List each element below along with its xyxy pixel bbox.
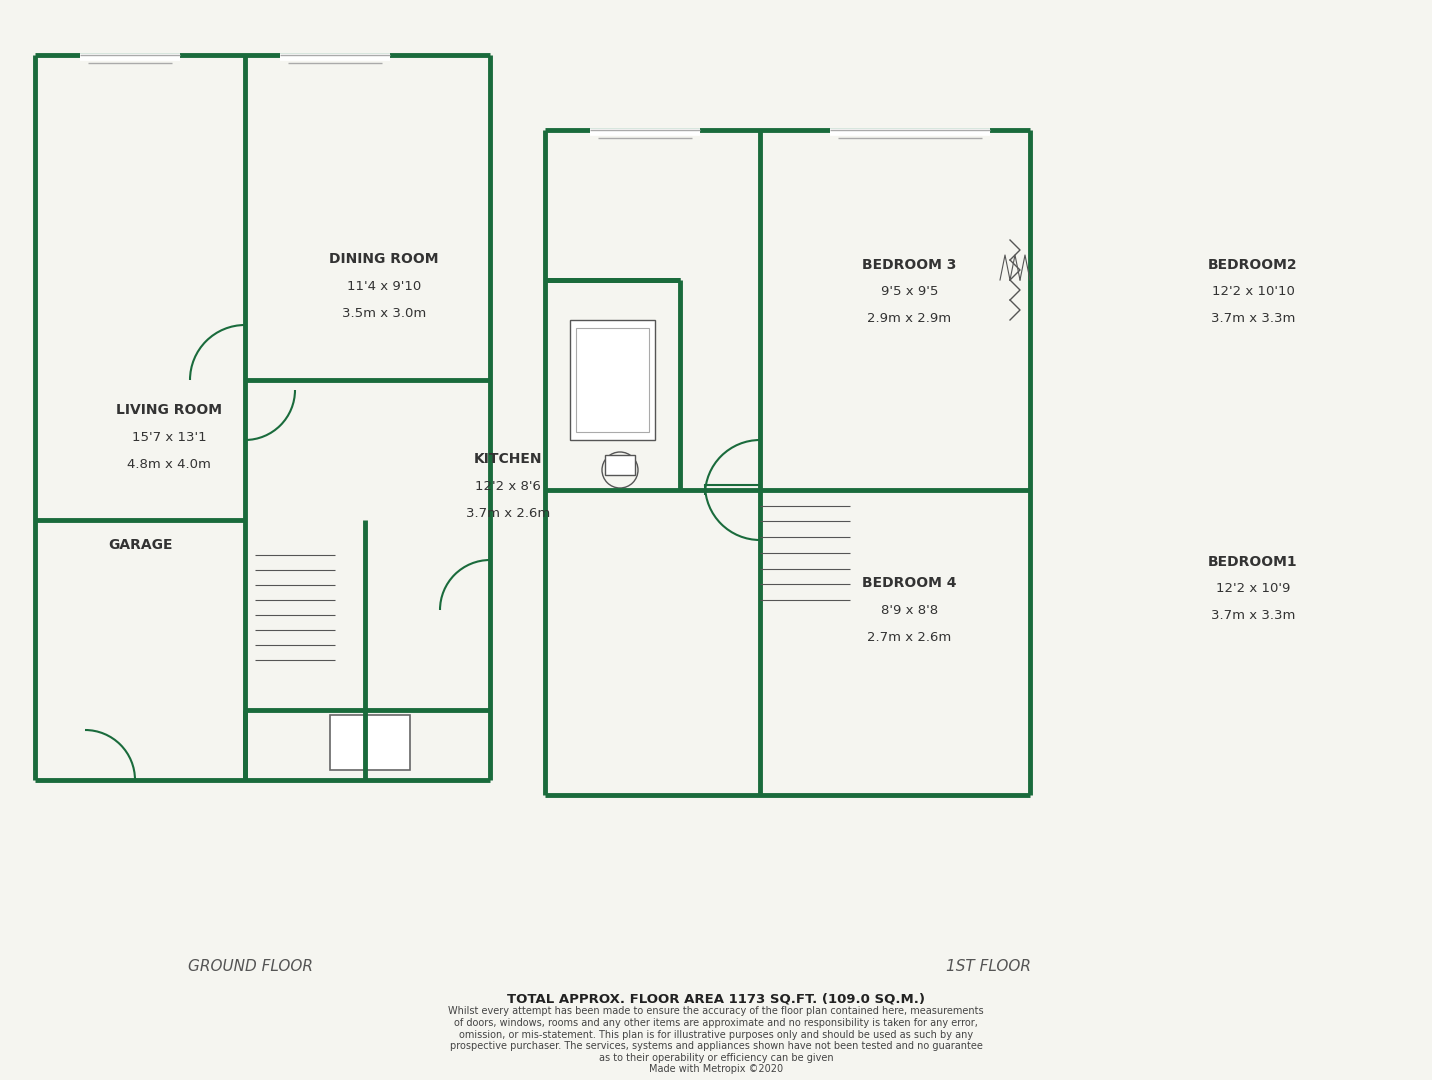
Text: Whilst every attempt has been made to ensure the accuracy of the floor plan cont: Whilst every attempt has been made to en…: [448, 1007, 984, 1063]
Text: BEDROOM1: BEDROOM1: [1209, 555, 1297, 568]
Text: GARAGE: GARAGE: [107, 539, 173, 552]
Text: 3.7m x 3.3m: 3.7m x 3.3m: [1211, 609, 1295, 622]
Text: DINING ROOM: DINING ROOM: [329, 253, 438, 266]
Text: 11'4 x 9'10: 11'4 x 9'10: [347, 280, 421, 293]
Bar: [604, 455, 634, 475]
Text: 1ST FLOOR: 1ST FLOOR: [945, 959, 1031, 974]
Text: GROUND FLOOR: GROUND FLOOR: [188, 959, 314, 974]
Bar: [570, 320, 654, 440]
Text: Made with Metropix ©2020: Made with Metropix ©2020: [649, 1064, 783, 1075]
Text: 12'2 x 10'9: 12'2 x 10'9: [1216, 582, 1290, 595]
Bar: [576, 328, 649, 432]
Text: BEDROOM 3: BEDROOM 3: [862, 258, 957, 271]
Text: BEDROOM 4: BEDROOM 4: [862, 577, 957, 590]
Text: 12'2 x 8'6: 12'2 x 8'6: [475, 480, 541, 492]
Text: 2.9m x 2.9m: 2.9m x 2.9m: [868, 312, 951, 325]
Text: 4.8m x 4.0m: 4.8m x 4.0m: [127, 458, 211, 471]
Text: 15'7 x 13'1: 15'7 x 13'1: [132, 431, 206, 444]
Text: 3.7m x 3.3m: 3.7m x 3.3m: [1211, 312, 1295, 325]
Text: TOTAL APPROX. FLOOR AREA 1173 SQ.FT. (109.0 SQ.M.): TOTAL APPROX. FLOOR AREA 1173 SQ.FT. (10…: [507, 993, 925, 1005]
Text: BEDROOM2: BEDROOM2: [1209, 258, 1297, 271]
Text: 12'2 x 10'10: 12'2 x 10'10: [1211, 285, 1295, 298]
Text: 3.5m x 3.0m: 3.5m x 3.0m: [342, 307, 425, 320]
Text: KITCHEN: KITCHEN: [474, 453, 543, 465]
Bar: [329, 715, 410, 770]
Text: 9'5 x 9'5: 9'5 x 9'5: [881, 285, 938, 298]
Text: 2.7m x 2.6m: 2.7m x 2.6m: [868, 631, 951, 644]
Text: 8'9 x 8'8: 8'9 x 8'8: [881, 604, 938, 617]
Text: LIVING ROOM: LIVING ROOM: [116, 404, 222, 417]
Text: 3.7m x 2.6m: 3.7m x 2.6m: [467, 507, 550, 519]
